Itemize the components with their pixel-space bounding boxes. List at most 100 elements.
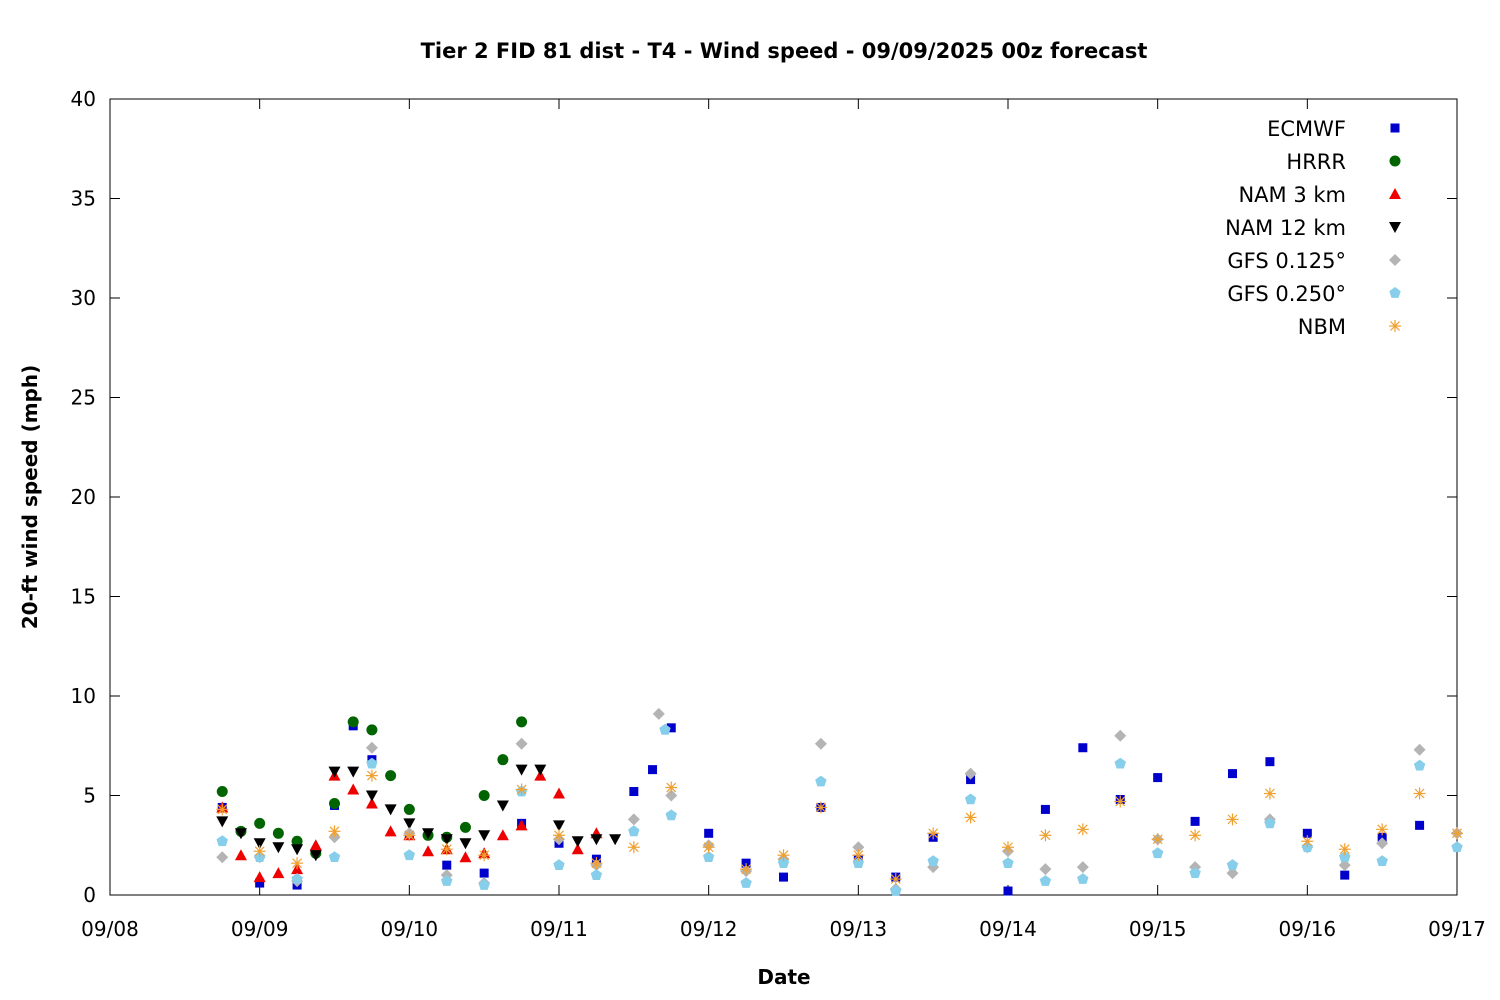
point-gfs-0-250 xyxy=(1451,841,1463,853)
y-axis-label: 20-ft wind speed (mph) xyxy=(18,365,42,630)
point-nbm xyxy=(927,827,940,840)
point-nbm xyxy=(216,803,229,816)
point-nbm xyxy=(1451,827,1463,840)
point-gfs-0-250 xyxy=(366,757,378,769)
y-tick-label: 20 xyxy=(71,485,96,509)
point-hrrr xyxy=(366,724,378,736)
point-ecmwf xyxy=(1078,743,1088,753)
x-tick-label: 09/17 xyxy=(1428,917,1486,941)
point-gfs-0-250 xyxy=(890,885,902,896)
point-nam-12-km xyxy=(496,800,509,812)
point-nam-12-km xyxy=(216,816,229,828)
point-gfs-0-125 xyxy=(964,767,977,780)
point-hrrr xyxy=(497,754,509,766)
point-nam-12-km xyxy=(272,842,285,854)
point-nam-12-km xyxy=(534,764,547,776)
point-gfs-0-250 xyxy=(1114,757,1126,769)
point-gfs-0-125 xyxy=(1114,729,1127,742)
point-nbm xyxy=(1226,813,1239,826)
point-gfs-0-250 xyxy=(927,855,939,866)
x-tick-label: 09/11 xyxy=(530,917,588,941)
point-gfs-0-250 xyxy=(328,851,341,862)
point-nbm xyxy=(814,801,827,814)
point-nbm xyxy=(964,811,977,824)
legend-label: GFS 0.125° xyxy=(1227,249,1346,273)
point-nam-3-km xyxy=(515,819,528,831)
point-nam-12-km xyxy=(571,836,584,848)
point-gfs-0-125 xyxy=(627,813,640,826)
point-gfs-0-250 xyxy=(815,775,827,787)
point-nbm xyxy=(365,769,378,782)
point-gfs-0-125 xyxy=(1413,743,1426,756)
series-hrrr xyxy=(216,716,528,859)
point-nam-12-km xyxy=(459,838,472,850)
point-nam-12-km xyxy=(553,820,565,832)
point-gfs-0-125 xyxy=(365,741,378,754)
point-nam-12-km xyxy=(309,850,322,862)
y-axis: 0 5 10 15 20 25 30 35 40 xyxy=(71,87,1457,907)
point-nbm xyxy=(1114,795,1127,808)
point-nam-12-km xyxy=(291,844,304,856)
point-ecmwf xyxy=(779,872,788,882)
point-hrrr xyxy=(403,803,415,815)
point-hrrr xyxy=(216,786,228,798)
legend-marker-ecmwf xyxy=(1390,123,1400,133)
point-gfs-0-250 xyxy=(740,877,752,888)
point-nam-12-km xyxy=(590,834,603,846)
point-nbm xyxy=(291,857,304,870)
point-ecmwf xyxy=(1190,816,1200,826)
point-nbm xyxy=(889,873,902,886)
point-nam-12-km xyxy=(440,834,453,846)
series-layer xyxy=(216,707,1463,896)
legend-item-nam-3-km: NAM 3 km xyxy=(1238,183,1401,207)
point-hrrr xyxy=(385,770,397,782)
y-tick-label: 15 xyxy=(71,585,96,609)
point-gfs-0-250 xyxy=(1264,817,1276,829)
point-hrrr xyxy=(254,817,266,829)
point-ecmwf xyxy=(479,868,489,878)
point-gfs-0-250 xyxy=(441,875,453,886)
point-ecmwf xyxy=(1153,773,1163,783)
y-tick-label: 5 xyxy=(83,784,96,808)
point-nbm xyxy=(852,849,865,862)
x-tick-label: 09/15 xyxy=(1129,917,1187,941)
legend-item-nbm: NBM xyxy=(1298,315,1401,339)
legend-label: ECMWF xyxy=(1267,117,1346,141)
point-gfs-0-125 xyxy=(652,707,665,720)
point-nbm xyxy=(702,841,715,854)
legend-label: NBM xyxy=(1298,315,1346,339)
point-gfs-0-125 xyxy=(852,841,865,854)
point-nbm xyxy=(253,845,266,858)
point-nam-3-km xyxy=(496,829,509,841)
legend-item-ecmwf: ECMWF xyxy=(1267,117,1400,141)
point-hrrr xyxy=(272,827,284,839)
legend-marker-hrrr xyxy=(1389,155,1401,167)
legend-label: NAM 12 km xyxy=(1225,216,1346,240)
point-nam-12-km xyxy=(384,804,397,816)
point-nam-12-km xyxy=(253,838,266,850)
point-nam-12-km xyxy=(234,828,247,840)
point-nam-3-km xyxy=(347,783,360,795)
point-gfs-0-250 xyxy=(703,851,715,862)
point-hrrr xyxy=(329,797,340,809)
point-gfs-0-250 xyxy=(291,873,303,884)
point-ecmwf xyxy=(1265,757,1275,767)
point-nbm xyxy=(403,829,416,842)
y-tick-label: 0 xyxy=(83,883,96,907)
legend-item-hrrr: HRRR xyxy=(1286,150,1401,174)
legend-item-nam-12-km: NAM 12 km xyxy=(1225,216,1401,240)
point-ecmwf xyxy=(666,723,676,733)
point-nam-12-km xyxy=(403,818,416,830)
point-gfs-0-250 xyxy=(1376,855,1388,866)
x-tick-label: 09/14 xyxy=(979,917,1037,941)
point-ecmwf xyxy=(1040,804,1050,814)
point-gfs-0-250 xyxy=(1039,875,1052,886)
legend-marker-nbm xyxy=(1389,320,1401,332)
point-gfs-0-250 xyxy=(1339,851,1351,862)
point-gfs-0-250 xyxy=(1189,867,1201,878)
point-gfs-0-250 xyxy=(216,835,228,847)
point-gfs-0-125 xyxy=(1338,859,1351,872)
point-nbm xyxy=(1039,829,1052,842)
point-nbm xyxy=(1189,829,1202,842)
